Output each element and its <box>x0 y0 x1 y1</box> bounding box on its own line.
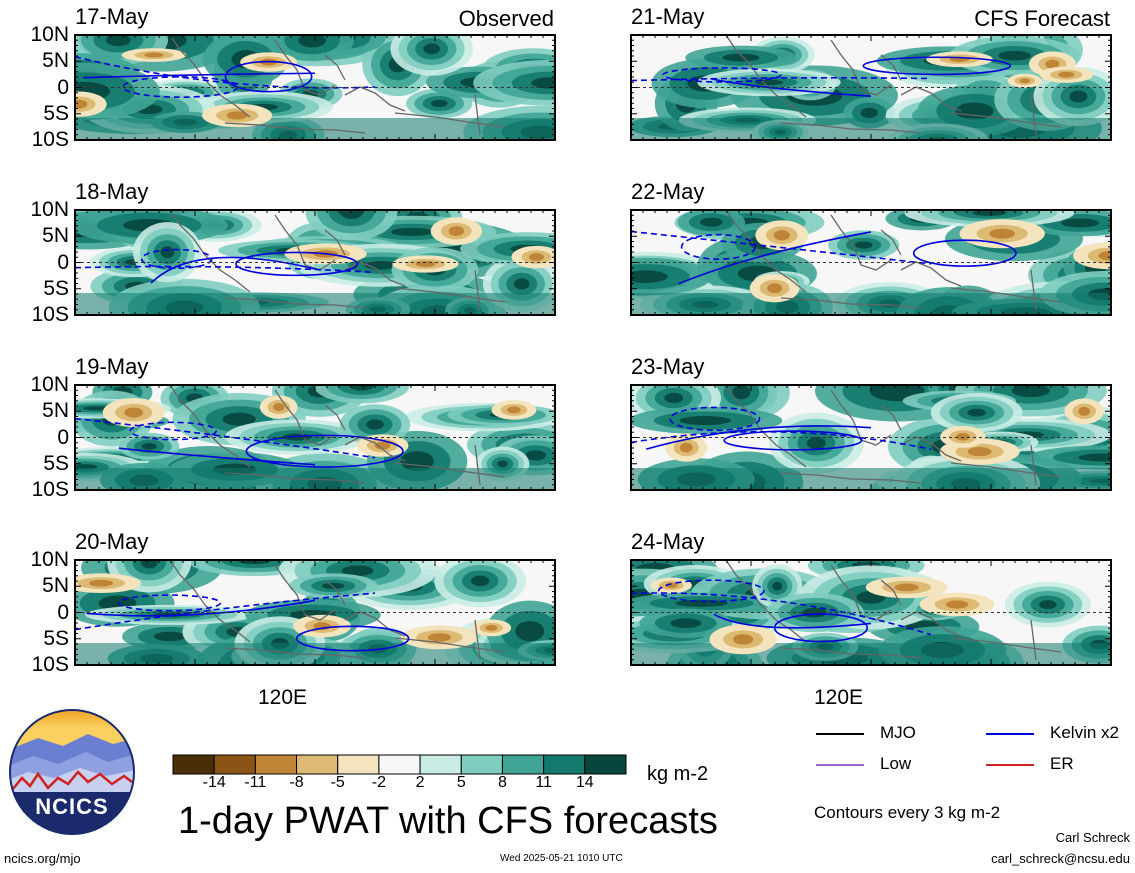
colorbar-tick: -8 <box>289 774 304 791</box>
lat-label: 5S <box>43 276 69 300</box>
panel-date-p18: 18-May <box>75 179 149 204</box>
colorbar-swatch <box>296 754 339 775</box>
colorbar-swatch <box>254 754 298 775</box>
colorbar-tick: -11 <box>244 774 267 791</box>
contour-note: Contours every 3 kg m-2 <box>814 803 1001 822</box>
lat-label: 5S <box>43 626 69 650</box>
colorbar-tick: 14 <box>575 774 594 791</box>
lat-label: 5N <box>42 574 69 598</box>
legend-line <box>816 764 864 766</box>
lat-label: 10S <box>31 653 69 676</box>
observed-tag: Observed <box>458 6 554 31</box>
lat-label: 0 <box>57 75 69 99</box>
lat-label: 0 <box>57 600 69 624</box>
colorbar-swatches <box>172 754 627 775</box>
footer-author: Carl Schreck <box>1055 830 1130 845</box>
footer-url[interactable]: ncics.org/mjo <box>4 851 81 866</box>
lat-label: 5N <box>42 399 69 423</box>
legend-line <box>986 764 1034 766</box>
panel-date-p21: 21-May <box>631 4 705 29</box>
lat-label: 5S <box>43 101 69 125</box>
pwat-map-p21 <box>630 34 1112 141</box>
figure-title: 1-day PWAT with CFS forecasts <box>178 800 718 842</box>
lat-label: 10S <box>31 303 69 326</box>
legend-label: MJO <box>880 723 916 742</box>
lat-label: 10S <box>31 478 69 501</box>
lat-label: 0 <box>57 425 69 449</box>
colorbar-swatch <box>419 754 462 775</box>
colorbar-swatch <box>172 754 215 775</box>
footer-email[interactable]: carl_schreck@ncsu.edu <box>991 851 1130 866</box>
lat-label: 10N <box>30 23 69 46</box>
panel-date-p20: 20-May <box>75 529 149 554</box>
colorbar-tick: -2 <box>371 774 387 791</box>
logo-text: NCICS <box>35 794 108 819</box>
pwat-map-p23 <box>630 384 1112 491</box>
colorbar-swatch <box>378 754 421 775</box>
legend-line <box>986 733 1034 735</box>
lon-label-right: 120E <box>814 686 864 709</box>
forecast-tag: CFS Forecast <box>974 6 1110 31</box>
lat-label: 5N <box>42 224 69 248</box>
colorbar-tick: 5 <box>456 774 466 791</box>
colorbar-tick: -5 <box>330 774 345 791</box>
lat-label: 10N <box>30 548 69 571</box>
panel-date-p24: 24-May <box>631 529 705 554</box>
panel-date-p17: 17-May <box>75 4 149 29</box>
lat-label: 10S <box>31 128 69 151</box>
ncics-logo: NCICS <box>9 709 135 835</box>
pwat-map-p24 <box>630 559 1112 666</box>
legend-label: ER <box>1050 754 1074 773</box>
lat-label: 5N <box>42 49 69 73</box>
colorbar-swatch <box>213 754 256 775</box>
lat-label: 10N <box>30 373 69 396</box>
colorbar-tick: 11 <box>535 774 552 791</box>
pwat-map-p20 <box>74 559 556 666</box>
colorbar-swatch <box>337 754 380 775</box>
lon-label-left: 120E <box>258 686 308 709</box>
pwat-map-p17 <box>74 34 556 141</box>
panel-date-p19: 19-May <box>75 354 149 379</box>
colorbar-swatch <box>584 754 627 775</box>
legend-line <box>816 733 864 735</box>
colorbar-unit: kg m-2 <box>647 763 709 785</box>
panel-date-p22: 22-May <box>631 179 705 204</box>
pwat-map-p18 <box>74 209 556 316</box>
legend-label: Low <box>880 754 912 773</box>
colorbar-tick: 8 <box>498 774 507 791</box>
pwat-map-p22 <box>630 209 1112 316</box>
footer-timestamp: Wed 2025-05-21 1010 UTC <box>500 853 623 864</box>
legend-label: Kelvin x2 <box>1050 723 1119 742</box>
colorbar-tick: 2 <box>415 774 425 791</box>
colorbar-swatch <box>460 754 503 775</box>
colorbar-tick: -14 <box>202 774 226 791</box>
lat-label: 10N <box>30 198 69 221</box>
colorbar-swatch <box>501 754 545 775</box>
colorbar-swatch <box>543 754 586 775</box>
panel-date-p23: 23-May <box>631 354 705 379</box>
pwat-map-p19 <box>74 384 556 491</box>
lat-label: 5S <box>43 451 69 475</box>
lat-label: 0 <box>57 250 69 274</box>
